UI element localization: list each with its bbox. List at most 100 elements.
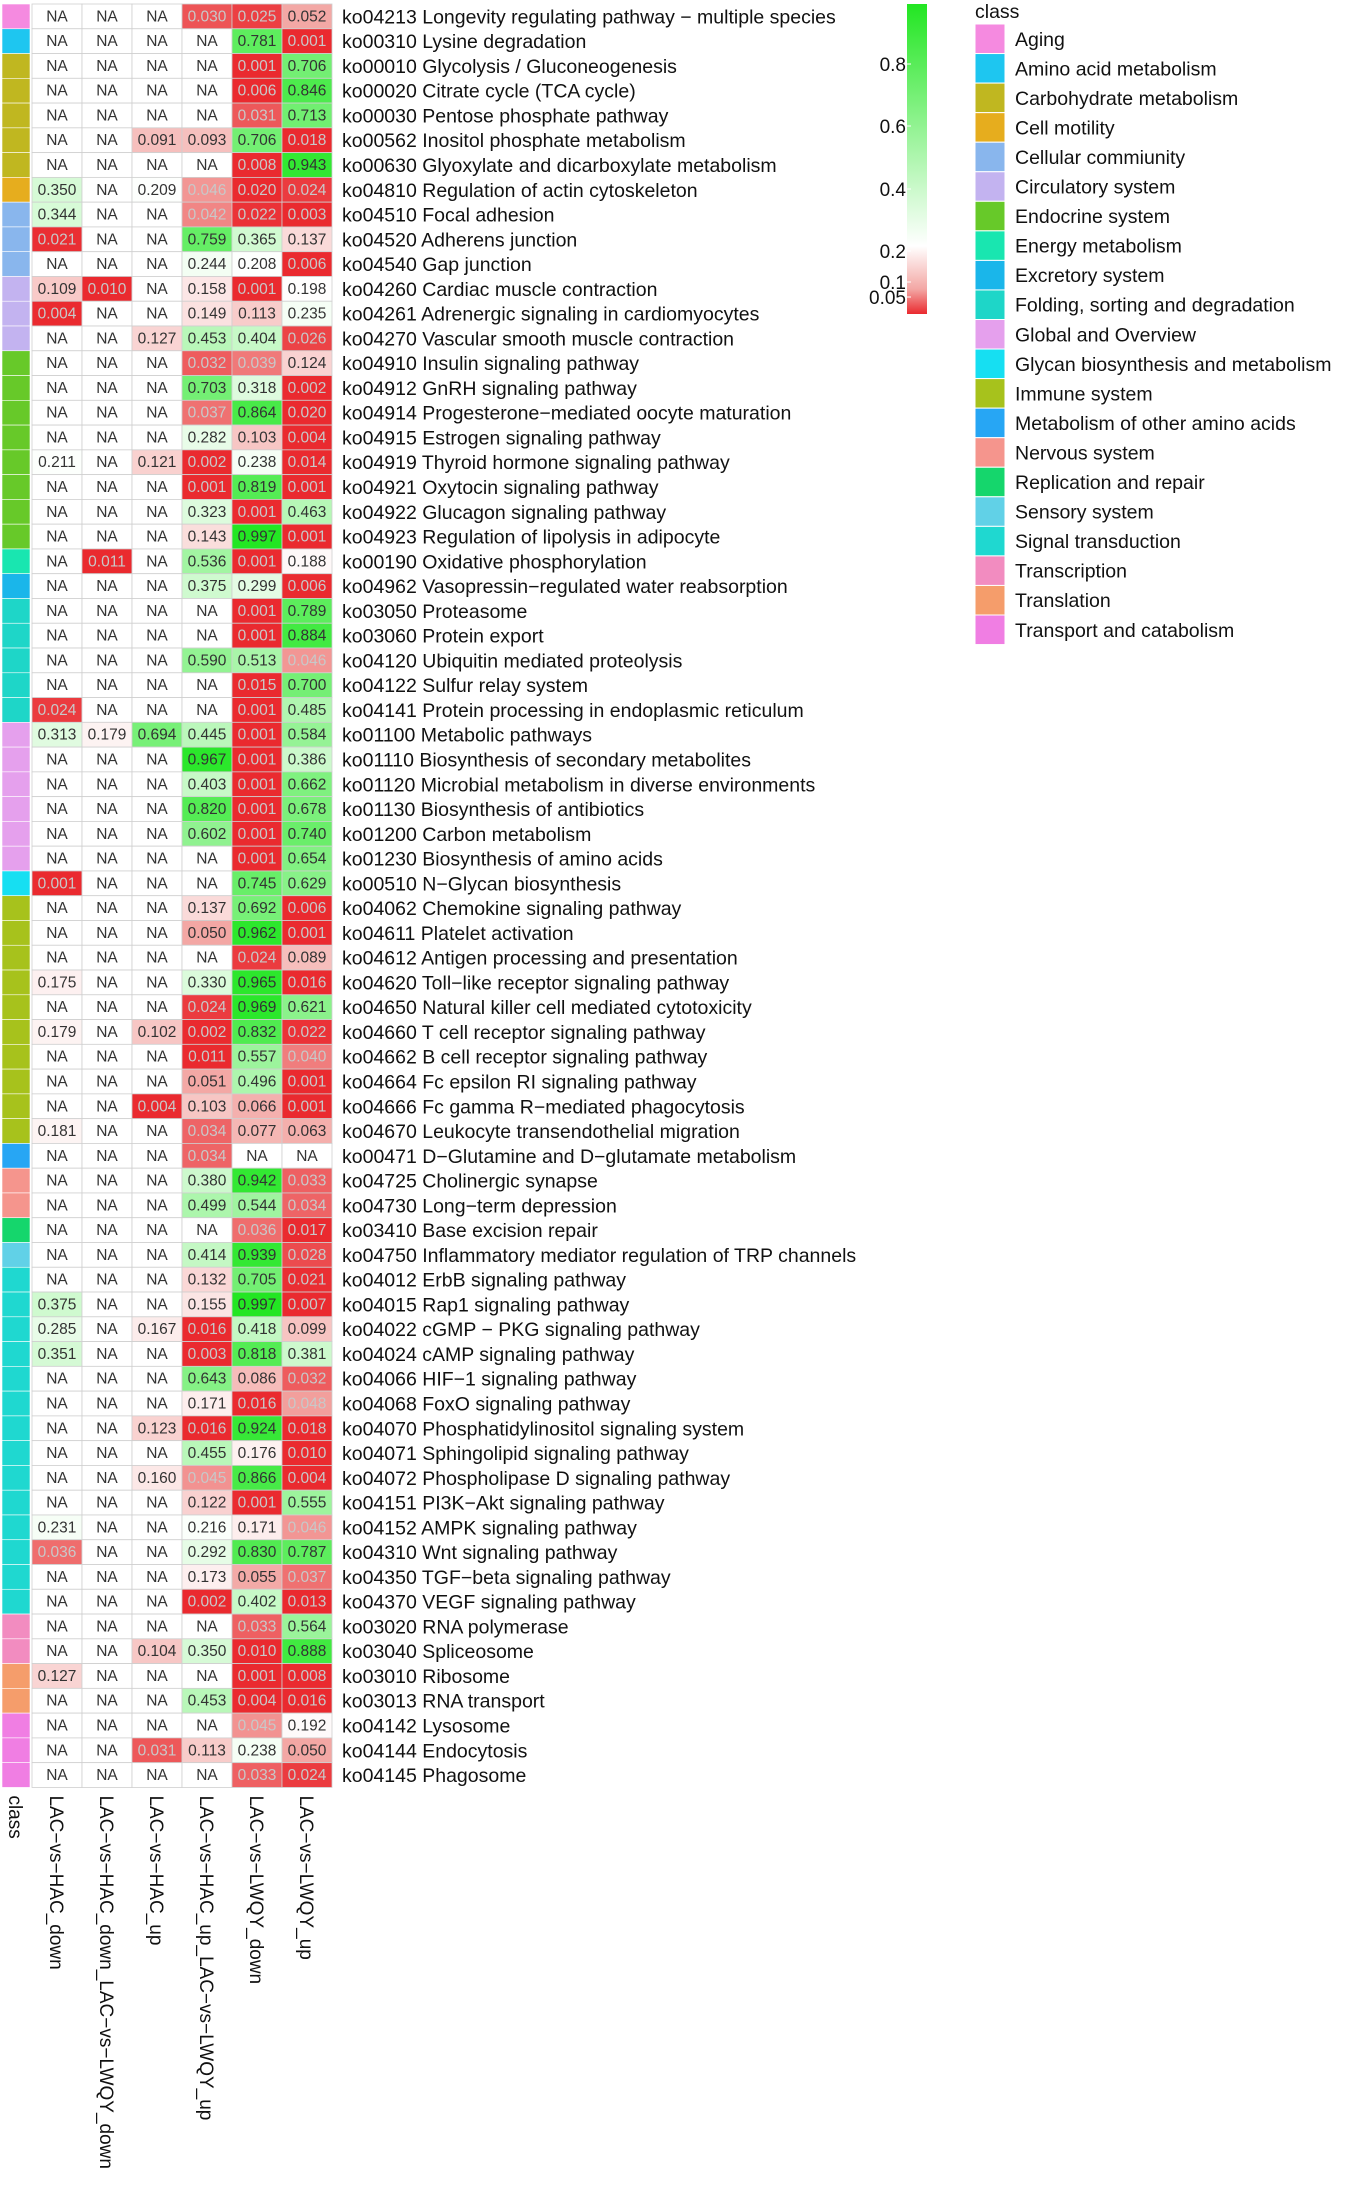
cell-value: 0.002 bbox=[188, 454, 227, 471]
cell-value: 0.544 bbox=[238, 1197, 277, 1214]
heatmap-cell bbox=[131, 1588, 183, 1615]
class-cell bbox=[1, 821, 31, 847]
cell-value: 0.001 bbox=[238, 628, 277, 645]
class-cell bbox=[1, 325, 31, 352]
heatmap-cell bbox=[81, 548, 133, 575]
heatmap-cell bbox=[31, 1068, 83, 1095]
cell-value: 0.381 bbox=[288, 1346, 327, 1363]
cell-value: NA bbox=[46, 1470, 68, 1487]
class-cell bbox=[1, 895, 31, 921]
cell-value: 0.939 bbox=[238, 1247, 277, 1264]
cell-value: 0.034 bbox=[188, 1148, 227, 1165]
cell-value: NA bbox=[146, 1073, 168, 1090]
cell-value: NA bbox=[96, 1073, 118, 1090]
row-label: ko04260 Cardiac muscle contraction bbox=[342, 279, 657, 301]
heatmap-cell bbox=[131, 1415, 183, 1442]
heatmap-cell bbox=[181, 1217, 233, 1243]
heatmap-cell bbox=[131, 1217, 183, 1243]
cell-value: 0.001 bbox=[288, 479, 327, 496]
heatmap-cell bbox=[281, 771, 333, 798]
heatmap-cell bbox=[131, 1341, 183, 1367]
cell-value: NA bbox=[46, 950, 68, 967]
cell-value: 0.198 bbox=[288, 281, 327, 298]
heatmap-cell bbox=[131, 1019, 183, 1045]
cell-value: 0.942 bbox=[238, 1173, 277, 1190]
cell-value: 0.967 bbox=[188, 751, 227, 768]
class-cell bbox=[1, 1068, 31, 1095]
cell-value: 0.499 bbox=[188, 1197, 227, 1214]
row-label: ko01130 Biosynthesis of antibiotics bbox=[342, 799, 644, 821]
cell-value: NA bbox=[146, 231, 168, 248]
legend-swatch bbox=[974, 584, 1006, 616]
cell-value: NA bbox=[146, 677, 168, 694]
heatmap-cell bbox=[231, 53, 283, 79]
cell-value: NA bbox=[96, 1098, 118, 1115]
cell-value: 0.414 bbox=[188, 1247, 227, 1264]
cell-value: 0.001 bbox=[238, 58, 277, 75]
cell-value: 0.621 bbox=[288, 999, 327, 1016]
cell-value: NA bbox=[146, 1569, 168, 1586]
row-label: ko04660 T cell receptor signaling pathwa… bbox=[342, 1022, 706, 1044]
column-label: LAC−vs−HAC_up_LAC−vs−LWQY_up bbox=[195, 1795, 216, 2120]
row-label: ko00310 Lysine degradation bbox=[342, 31, 586, 53]
row-label: ko04270 Vascular smooth muscle contracti… bbox=[342, 328, 734, 350]
heatmap-cell bbox=[81, 474, 133, 500]
heatmap-cell bbox=[31, 1440, 83, 1466]
cell-value: NA bbox=[146, 1495, 168, 1512]
cell-value: NA bbox=[46, 1148, 68, 1165]
heatmap-cell bbox=[231, 102, 283, 129]
heatmap-cell bbox=[131, 1687, 183, 1714]
cell-value: NA bbox=[46, 603, 68, 620]
cell-value: 0.020 bbox=[288, 405, 327, 422]
cell-value: 0.022 bbox=[288, 1024, 327, 1041]
legend-swatch bbox=[974, 200, 1006, 232]
legend-label: Translation bbox=[1015, 590, 1111, 612]
cell-value: 0.063 bbox=[288, 1123, 327, 1140]
cell-value: 0.006 bbox=[238, 83, 277, 100]
class-cell bbox=[1, 1143, 31, 1169]
row-label: ko04151 PI3K−Akt signaling pathway bbox=[342, 1493, 665, 1515]
cell-value: NA bbox=[146, 603, 168, 620]
legend-label: Carbohydrate metabolism bbox=[1015, 88, 1238, 110]
heatmap-cell bbox=[81, 300, 133, 327]
cell-value: NA bbox=[46, 504, 68, 521]
cell-value: 0.066 bbox=[238, 1098, 277, 1115]
cell-value: NA bbox=[46, 83, 68, 100]
heatmap-cell bbox=[81, 1564, 133, 1590]
cell-value: NA bbox=[96, 677, 118, 694]
cell-value: 0.584 bbox=[288, 727, 327, 744]
cell-value: NA bbox=[146, 925, 168, 942]
legend-swatch bbox=[974, 289, 1006, 321]
cell-value: NA bbox=[146, 405, 168, 422]
heatmap-cell bbox=[281, 424, 333, 451]
cell-value: 0.001 bbox=[238, 281, 277, 298]
cell-value: NA bbox=[96, 900, 118, 917]
cell-value: 0.323 bbox=[188, 504, 227, 521]
row-label: ko01230 Biosynthesis of amino acids bbox=[342, 849, 663, 871]
heatmap-cell bbox=[31, 1712, 83, 1739]
cell-value: NA bbox=[146, 553, 168, 570]
heatmap-cell bbox=[31, 796, 83, 822]
heatmap-cell bbox=[281, 399, 333, 426]
cell-value: 0.004 bbox=[238, 1693, 277, 1710]
heatmap-cell bbox=[181, 1043, 233, 1070]
heatmap-cell bbox=[81, 944, 133, 971]
cell-value: NA bbox=[146, 157, 168, 174]
cell-value: 0.042 bbox=[188, 207, 227, 224]
heatmap-cell bbox=[131, 1489, 183, 1516]
heatmap-cell bbox=[281, 350, 333, 376]
heatmap-cell bbox=[181, 870, 233, 897]
legend-swatch bbox=[974, 555, 1006, 586]
heatmap-cell bbox=[231, 77, 283, 104]
cell-value: 0.713 bbox=[288, 107, 327, 124]
heatmap-cell bbox=[231, 300, 283, 327]
class-cell bbox=[1, 449, 31, 475]
cell-value: 0.102 bbox=[138, 1024, 177, 1041]
cell-value: 0.818 bbox=[238, 1346, 277, 1363]
heatmap-cell bbox=[31, 1687, 83, 1714]
cell-value: NA bbox=[196, 1222, 218, 1239]
legend-swatch bbox=[974, 53, 1006, 84]
cell-value: NA bbox=[146, 652, 168, 669]
cell-value: 0.030 bbox=[188, 8, 227, 25]
cell-value: 0.292 bbox=[188, 1544, 227, 1561]
